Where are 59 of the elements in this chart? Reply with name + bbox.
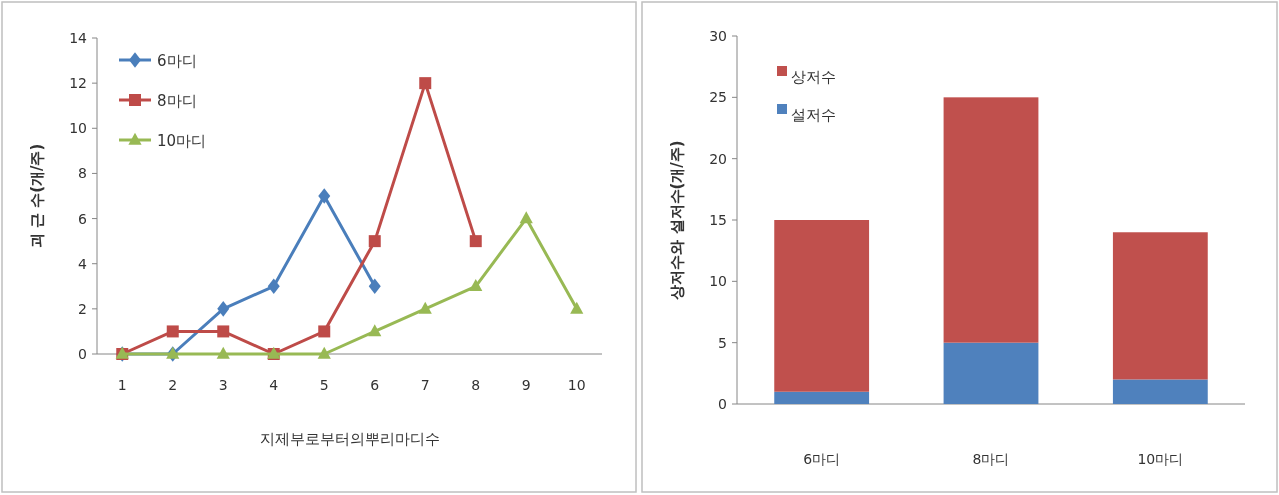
y-tick-label: 20 [709,150,727,167]
bar [943,342,1039,404]
bar [774,391,870,404]
y-tick-label: 4 [78,255,88,272]
x-tick-label: 6마디 [803,451,841,467]
point [216,346,230,359]
y-tick-label: 6 [78,210,88,227]
y-tick-label: 15 [709,212,727,228]
point [469,235,482,248]
bar [1112,379,1208,404]
y-tick-label: 0 [78,346,87,362]
y-tick-label: 2 [78,300,87,317]
point [368,324,382,337]
y-tick-label: 8 [78,165,87,182]
point [318,325,331,338]
x-tick-label: 10마디 [1137,451,1184,467]
legend-label: 상저수 [791,68,836,86]
x-axis-title: 지제부로부터의뿌리마디수 [259,430,440,448]
y-tick-label: 5 [718,334,727,351]
point [318,188,331,204]
point [368,278,381,295]
y-axis-title: 상저수와 설저수(개/주) [668,140,686,300]
y-tick-label: 25 [709,89,727,106]
point [419,77,432,90]
x-tick-label: 6 [370,377,380,393]
legend-label: 8마디 [157,92,197,110]
point [469,279,483,292]
bar [774,220,870,392]
point [368,235,381,248]
point [570,301,584,314]
point [166,325,179,338]
bar [1112,232,1208,380]
x-tick-label: 8마디 [972,451,1010,467]
x-tick-label: 5 [319,377,329,393]
y-tick-label: 10 [69,120,87,137]
x-tick-label: 1 [117,377,127,393]
x-tick-label: 3 [218,377,228,393]
y-tick-label: 12 [69,75,87,92]
point [217,325,230,338]
point [267,278,280,295]
x-tick-label: 9 [521,377,531,393]
y-axis-title: 괴 근 수(개/주) [28,143,46,249]
y-tick-label: 30 [709,28,727,44]
legend-label: 6마디 [157,52,197,70]
point [418,301,432,314]
x-tick-label: 10 [567,377,586,393]
bar [943,97,1039,343]
point [317,346,331,359]
x-tick-label: 8 [471,377,481,393]
y-tick-label: 0 [718,396,727,412]
legend-label: 10마디 [157,132,207,150]
point [217,301,230,317]
y-tick-label: 10 [709,273,727,290]
x-tick-label: 2 [168,377,178,393]
point [519,211,533,224]
legend-label: 설저수 [791,106,836,124]
y-tick-label: 14 [69,30,88,46]
x-tick-label: 7 [420,377,430,393]
x-tick-label: 4 [269,377,279,393]
